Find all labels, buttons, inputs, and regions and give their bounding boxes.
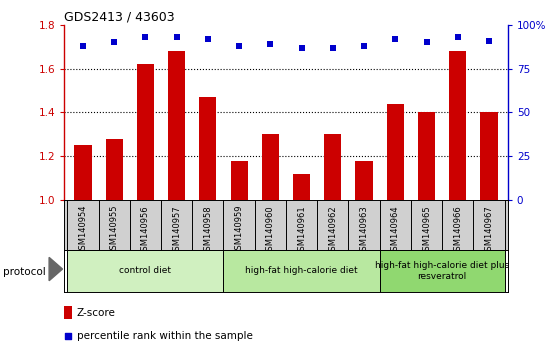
- Bar: [137, 64, 154, 200]
- Bar: [74, 145, 92, 200]
- Bar: [324, 134, 341, 200]
- Point: [110, 40, 119, 45]
- Bar: [68, 250, 224, 292]
- Text: GSM140961: GSM140961: [297, 205, 306, 256]
- Text: GSM140955: GSM140955: [110, 205, 119, 256]
- Bar: [224, 250, 379, 292]
- Bar: [379, 250, 504, 292]
- Point: [266, 41, 275, 47]
- Bar: [199, 97, 217, 200]
- Text: high-fat high-calorie diet: high-fat high-calorie diet: [246, 266, 358, 275]
- Point: [391, 36, 400, 42]
- Text: GSM140959: GSM140959: [234, 205, 244, 256]
- Point: [422, 40, 431, 45]
- Text: percentile rank within the sample: percentile rank within the sample: [76, 331, 252, 342]
- Text: GSM140957: GSM140957: [172, 205, 181, 256]
- Bar: [480, 113, 498, 200]
- Text: protocol: protocol: [3, 267, 46, 277]
- Bar: [262, 134, 279, 200]
- Text: GSM140960: GSM140960: [266, 205, 275, 256]
- Point: [359, 43, 368, 48]
- Point: [328, 45, 337, 50]
- Bar: [293, 174, 310, 200]
- Bar: [64, 306, 72, 319]
- Bar: [449, 51, 466, 200]
- Text: GDS2413 / 43603: GDS2413 / 43603: [64, 11, 175, 24]
- Text: GSM140962: GSM140962: [328, 205, 338, 256]
- Text: control diet: control diet: [119, 266, 171, 275]
- Point: [297, 45, 306, 50]
- Point: [141, 34, 150, 40]
- Text: GSM140963: GSM140963: [359, 205, 369, 256]
- Bar: [230, 161, 248, 200]
- Point: [484, 38, 493, 44]
- Point: [64, 333, 73, 339]
- Text: high-fat high-calorie diet plus
resveratrol: high-fat high-calorie diet plus resverat…: [375, 261, 509, 280]
- Bar: [105, 139, 123, 200]
- Text: GSM140966: GSM140966: [453, 205, 462, 256]
- Point: [204, 36, 213, 42]
- Point: [453, 34, 462, 40]
- Text: GSM140958: GSM140958: [203, 205, 213, 256]
- Bar: [355, 161, 373, 200]
- Polygon shape: [49, 257, 62, 281]
- Point: [235, 43, 244, 48]
- Text: GSM140965: GSM140965: [422, 205, 431, 256]
- Bar: [418, 113, 435, 200]
- Text: Z-score: Z-score: [76, 308, 116, 318]
- Bar: [168, 51, 185, 200]
- Text: GSM140954: GSM140954: [79, 205, 88, 256]
- Point: [79, 43, 88, 48]
- Text: GSM140956: GSM140956: [141, 205, 150, 256]
- Bar: [387, 104, 404, 200]
- Text: GSM140967: GSM140967: [484, 205, 493, 256]
- Text: GSM140964: GSM140964: [391, 205, 400, 256]
- Point: [172, 34, 181, 40]
